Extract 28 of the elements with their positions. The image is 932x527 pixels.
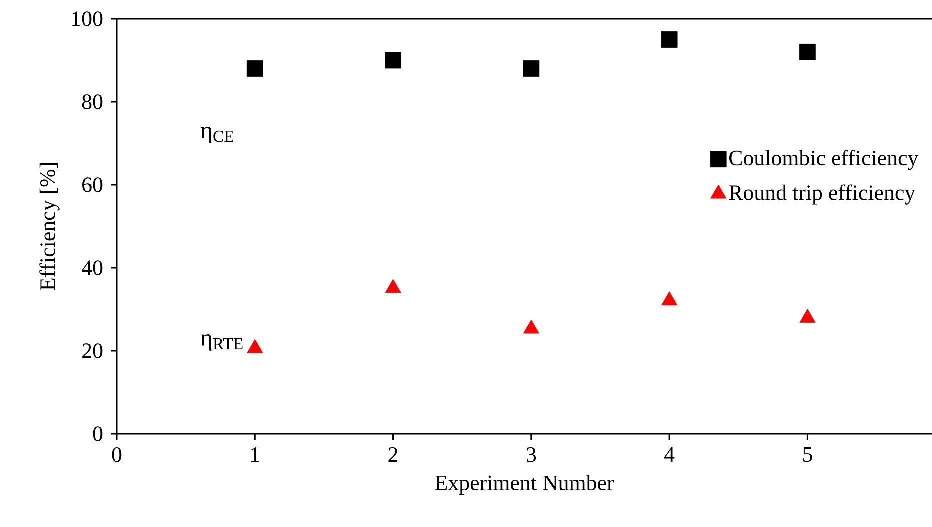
point [523, 320, 540, 334]
y-tick-label: 100 [72, 12, 103, 26]
x-tick-label: 2 [388, 448, 398, 462]
point [385, 52, 402, 69]
x-tick-label: 5 [803, 448, 812, 462]
annotation: η$_{CE}$ [200, 127, 234, 144]
point [800, 309, 816, 323]
point [661, 32, 678, 48]
x-tick-label: 4 [664, 448, 675, 462]
y-tick-label: 60 [82, 178, 103, 192]
y-tick-label: 20 [82, 344, 103, 358]
y-axis-title: Efficiency [%] [40, 164, 60, 290]
legend-label: Round trip efficiency [729, 184, 916, 205]
point [662, 292, 678, 306]
point [246, 60, 264, 77]
x-tick-label: 0 [112, 448, 122, 462]
y-tick-label: 80 [82, 94, 103, 110]
legend-label: Coulombic efficiency [729, 150, 919, 170]
annotation: η$_{RTE}$ [200, 334, 243, 351]
y-tick-label: 40 [82, 260, 103, 276]
y-tick-label: 0 [93, 426, 103, 442]
x-tick-label: 1 [252, 448, 260, 462]
point [799, 44, 816, 60]
point [385, 279, 402, 294]
point [523, 60, 540, 77]
point [247, 339, 264, 354]
x-axis-title: Experiment Number [435, 475, 614, 495]
x-tick-label: 3 [526, 448, 536, 462]
